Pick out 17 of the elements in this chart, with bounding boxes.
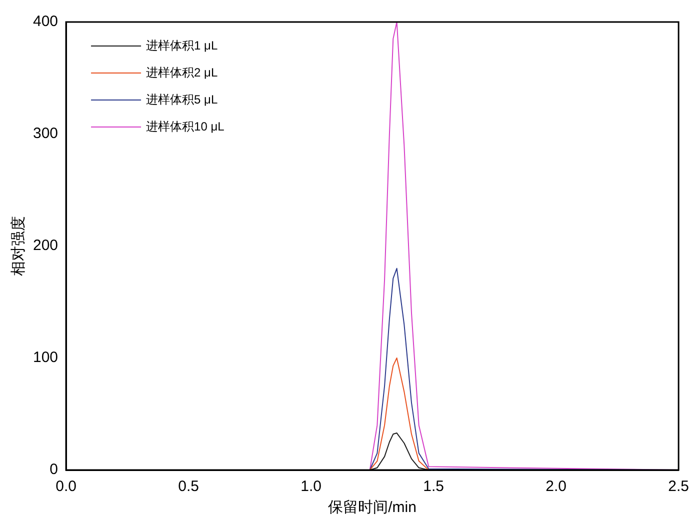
x-tick-label: 1.0 bbox=[300, 478, 322, 496]
x-tick-label: 2.0 bbox=[546, 478, 566, 496]
x-tick-label: 0.5 bbox=[178, 478, 199, 496]
x-tick-label: 2.5 bbox=[668, 478, 690, 496]
y-tick-label: 100 bbox=[32, 349, 58, 366]
legend-label: 进样体积5 μL bbox=[146, 92, 218, 106]
y-tick-label: 0 bbox=[50, 461, 58, 478]
legend-label: 进样体积1 μL bbox=[146, 38, 218, 52]
legend-label: 进样体积2 μL bbox=[146, 65, 218, 80]
y-tick-label: 300 bbox=[32, 125, 58, 142]
x-tick-label: 1.5 bbox=[423, 478, 444, 496]
x-tick-label: 0.0 bbox=[56, 478, 76, 496]
legend-label: 进样体积10 μL bbox=[146, 119, 225, 134]
y-tick-label: 400 bbox=[32, 13, 58, 30]
y-axis-title: 相对强度 bbox=[10, 216, 28, 276]
x-axis-title: 保留时间/min bbox=[328, 499, 416, 516]
y-tick-label: 200 bbox=[32, 237, 58, 254]
